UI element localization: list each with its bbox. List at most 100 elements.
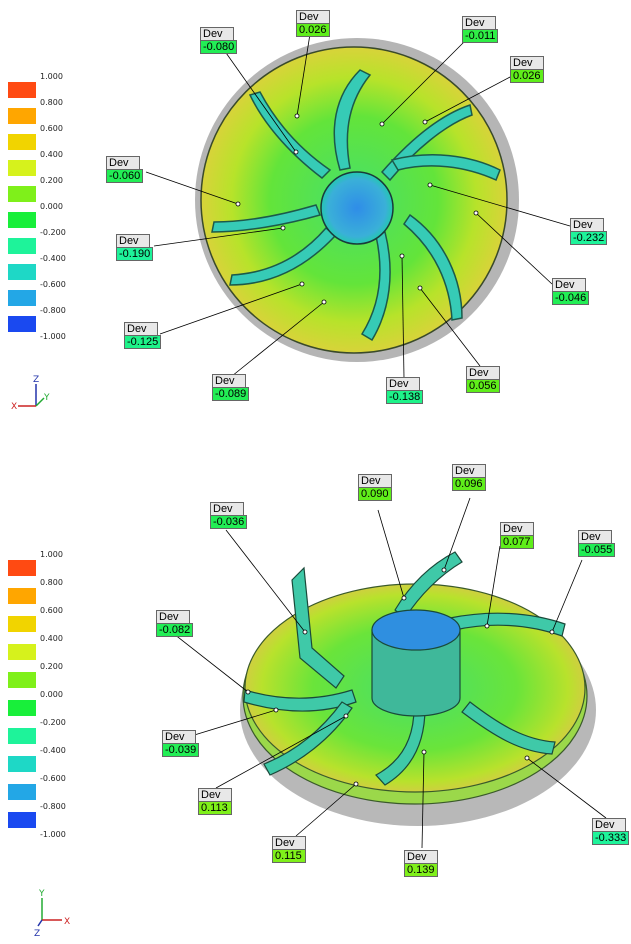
legend-label: -0.200 — [40, 228, 66, 237]
measurement-points — [245, 567, 555, 787]
measurement-point — [473, 210, 479, 216]
deviation-callout: Dev -0.046 — [552, 278, 590, 305]
measurement-point — [421, 749, 427, 755]
callout-value: -0.089 — [212, 387, 250, 401]
measurement-point — [302, 629, 308, 635]
axis-right-label: X — [64, 917, 70, 927]
callout-value: -0.039 — [162, 743, 200, 757]
callout-title: Dev — [404, 850, 438, 863]
leader-line — [159, 283, 303, 335]
callout-title: Dev — [116, 234, 150, 247]
iso-view-panel: 1.000 0.800 0.600 0.400 0.200 0.000 -0.2… — [0, 440, 631, 944]
callout-title: Dev — [200, 27, 234, 40]
callout-title: Dev — [272, 836, 306, 849]
blade — [403, 213, 463, 321]
callout-value: 0.113 — [198, 801, 232, 815]
hub-top — [371, 609, 461, 651]
callout-title: Dev — [552, 278, 586, 291]
measurement-point — [401, 595, 407, 601]
axis-up-label: Z — [33, 375, 39, 385]
leader-line — [153, 227, 284, 247]
callout-value: 0.090 — [358, 487, 392, 501]
legend-swatch — [8, 134, 36, 150]
measurement-point — [294, 113, 300, 119]
legend-label: -0.600 — [40, 774, 66, 783]
deviation-callout: Dev -0.333 — [592, 818, 630, 845]
callout-value: -0.046 — [552, 291, 590, 305]
deviation-callout: Dev 0.090 — [358, 474, 392, 501]
axis-left-label: X — [11, 402, 17, 412]
callout-title: Dev — [296, 10, 330, 23]
legend-swatch — [8, 108, 36, 124]
leader-line — [231, 301, 325, 377]
deviation-callout: Dev 0.139 — [404, 850, 438, 877]
legend-swatch — [8, 212, 36, 228]
legend-swatch — [8, 82, 36, 98]
leader-line — [223, 49, 297, 153]
legend-label: -0.800 — [40, 306, 66, 315]
leader-line — [145, 171, 239, 205]
leader-line — [381, 39, 467, 125]
deviation-callout: Dev -0.232 — [570, 218, 608, 245]
callout-value: -0.011 — [462, 29, 499, 43]
leader-line — [424, 75, 513, 123]
callout-title: Dev — [212, 374, 246, 387]
measurement-point — [417, 285, 423, 291]
deviation-callout: Dev -0.082 — [156, 610, 194, 637]
leader-lines — [145, 33, 571, 379]
callout-value: 0.139 — [404, 863, 438, 877]
blade — [229, 226, 337, 286]
legend-swatch — [8, 316, 36, 332]
measurement-point — [427, 182, 433, 188]
callout-value: -0.333 — [592, 831, 630, 845]
legend-label: -1.000 — [40, 332, 66, 341]
legend-label: 0.400 — [40, 150, 63, 159]
callout-title: Dev — [452, 464, 486, 477]
measurement-point — [280, 225, 286, 231]
leader-line — [215, 715, 347, 789]
measurement-point — [245, 689, 251, 695]
legend-swatch — [8, 728, 36, 744]
callout-value: 0.056 — [466, 379, 500, 393]
callout-title: Dev — [106, 156, 140, 169]
callout-value: -0.190 — [116, 247, 154, 261]
callout-title: Dev — [578, 530, 612, 543]
top-axis-triad: Z Y X — [11, 375, 50, 412]
legend-swatch — [8, 756, 36, 772]
legend-swatch — [8, 812, 36, 828]
leader-line — [486, 545, 501, 627]
legend-label: 0.600 — [40, 124, 63, 133]
measurement-point — [273, 707, 279, 713]
deviation-callout: Dev 0.115 — [272, 836, 306, 863]
blade — [211, 204, 322, 233]
legend-label: 1.000 — [40, 72, 63, 81]
legend-label: 1.000 — [40, 550, 63, 559]
callout-value: -0.080 — [200, 40, 238, 54]
legend-swatch — [8, 644, 36, 660]
axis-left-label: Z — [34, 929, 40, 939]
legend-swatch — [8, 264, 36, 280]
legend-swatch — [8, 616, 36, 632]
callout-title: Dev — [510, 56, 544, 69]
callout-title: Dev — [156, 610, 190, 623]
legend-label: 0.400 — [40, 634, 63, 643]
axis-up-label: Y — [38, 889, 45, 899]
callout-title: Dev — [592, 818, 626, 831]
legend-label: -0.600 — [40, 280, 66, 289]
legend-label: 0.800 — [40, 578, 63, 587]
deviation-callout: Dev -0.080 — [200, 27, 238, 54]
deviation-callout: Dev -0.055 — [578, 530, 616, 557]
measurement-point — [399, 253, 405, 259]
callout-value: 0.077 — [500, 535, 534, 549]
deviation-callout: Dev 0.077 — [500, 522, 534, 549]
blade — [333, 69, 372, 171]
leader-line — [377, 509, 405, 599]
deviation-callout: Dev 0.096 — [452, 464, 486, 491]
measurement-point — [299, 281, 305, 287]
legend-swatch — [8, 784, 36, 800]
leader-line — [443, 497, 471, 571]
measurement-point — [235, 201, 241, 207]
callout-title: Dev — [198, 788, 232, 801]
legend-label: 0.000 — [40, 202, 63, 211]
deviation-callout: Dev -0.036 — [210, 502, 248, 529]
